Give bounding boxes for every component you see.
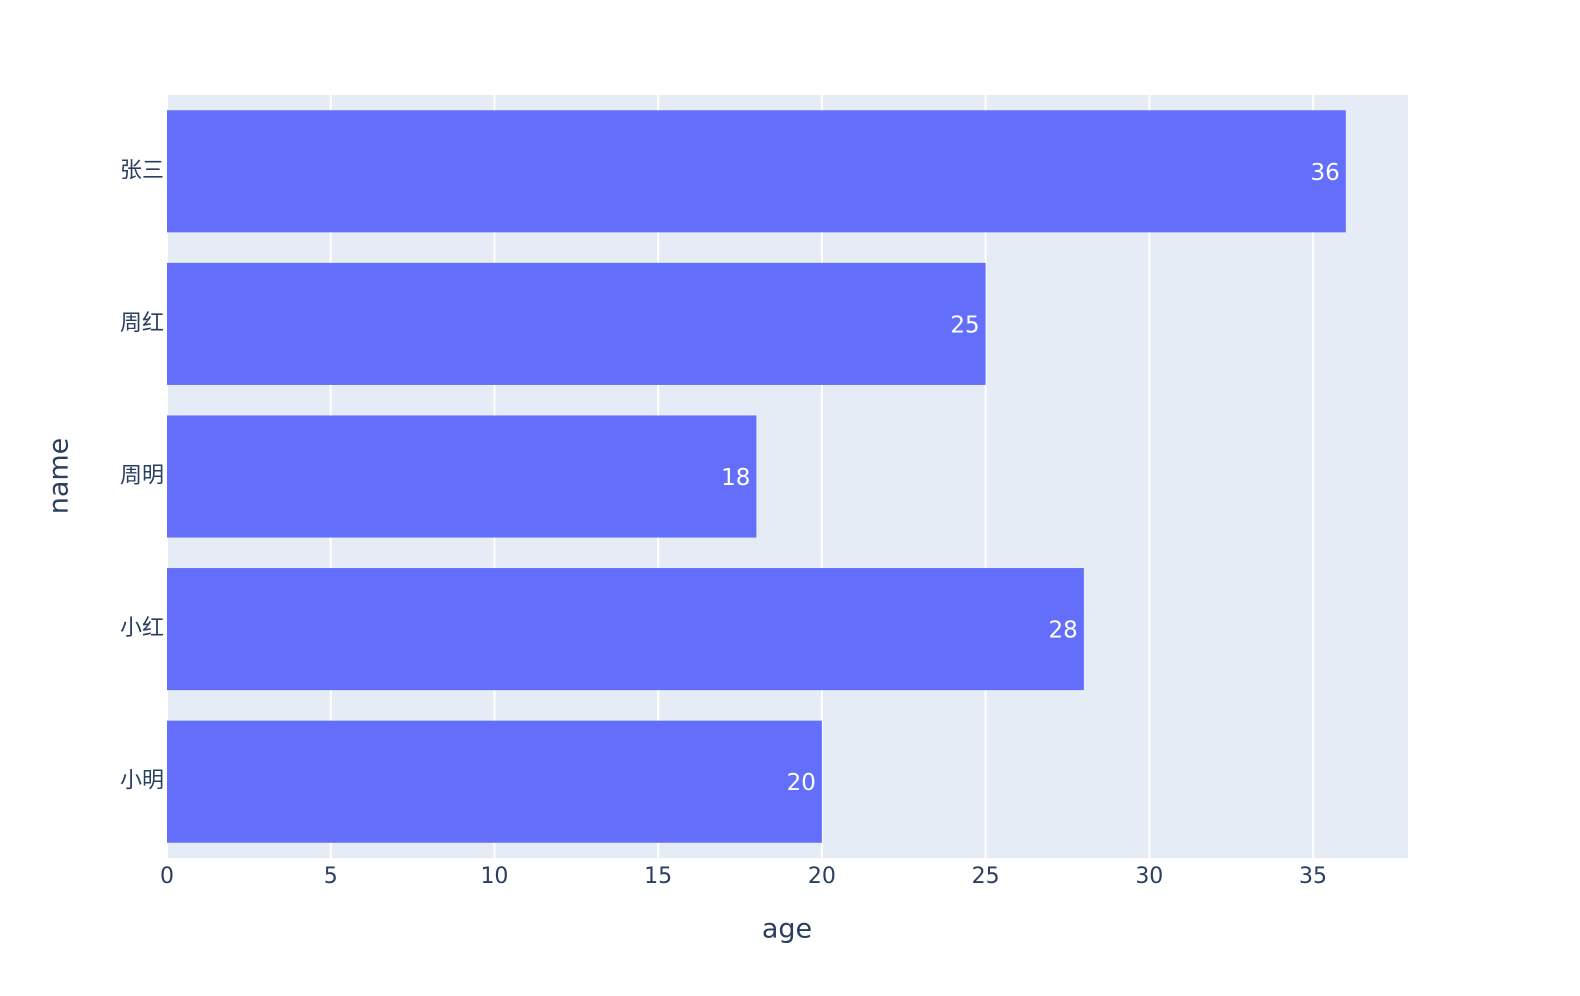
- bar: [167, 262, 986, 385]
- x-tick-label: 5: [324, 864, 338, 889]
- bar: [167, 110, 1346, 233]
- x-tick-label: 35: [1299, 864, 1327, 889]
- y-tick-label: 周红: [120, 311, 164, 336]
- y-tick-label: 周明: [120, 464, 164, 489]
- x-tick-label: 20: [808, 864, 836, 889]
- value-label: 18: [721, 465, 750, 491]
- x-axis-title: age: [762, 914, 812, 945]
- bar: [167, 568, 1084, 691]
- x-tick-label: 10: [480, 864, 508, 889]
- y-tick-label: 小红: [120, 616, 164, 641]
- x-tick-label: 30: [1135, 864, 1163, 889]
- value-label: 25: [950, 312, 979, 338]
- x-tick-label: 15: [644, 864, 672, 889]
- bar: [167, 720, 822, 843]
- bar: [167, 415, 757, 538]
- value-label: 36: [1311, 160, 1340, 186]
- x-tick-label: 0: [160, 864, 174, 889]
- y-tick-label: 小明: [120, 769, 164, 794]
- y-axis-title: name: [44, 438, 75, 515]
- value-label: 28: [1049, 618, 1078, 644]
- x-tick-label: 25: [972, 864, 1000, 889]
- value-label: 20: [787, 770, 816, 796]
- y-tick-label: 张三: [120, 158, 164, 183]
